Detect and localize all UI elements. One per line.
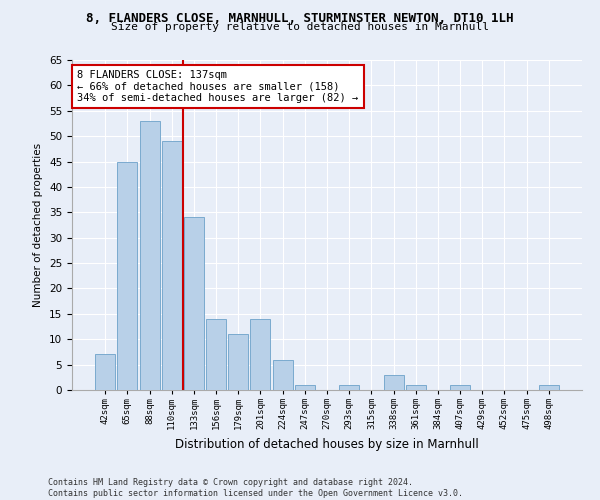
Bar <box>406 385 426 390</box>
Bar <box>272 360 293 390</box>
Bar <box>140 121 160 390</box>
Bar <box>250 319 271 390</box>
Bar <box>184 218 204 390</box>
Bar <box>206 319 226 390</box>
Bar <box>450 385 470 390</box>
Bar <box>162 141 182 390</box>
X-axis label: Distribution of detached houses by size in Marnhull: Distribution of detached houses by size … <box>175 438 479 450</box>
Bar <box>295 385 315 390</box>
Bar <box>383 375 404 390</box>
Bar <box>118 162 137 390</box>
Y-axis label: Number of detached properties: Number of detached properties <box>34 143 43 307</box>
Bar <box>539 385 559 390</box>
Bar <box>339 385 359 390</box>
Bar <box>95 354 115 390</box>
Text: 8 FLANDERS CLOSE: 137sqm
← 66% of detached houses are smaller (158)
34% of semi-: 8 FLANDERS CLOSE: 137sqm ← 66% of detach… <box>77 70 358 103</box>
Text: 8, FLANDERS CLOSE, MARNHULL, STURMINSTER NEWTON, DT10 1LH: 8, FLANDERS CLOSE, MARNHULL, STURMINSTER… <box>86 12 514 26</box>
Text: Contains HM Land Registry data © Crown copyright and database right 2024.
Contai: Contains HM Land Registry data © Crown c… <box>48 478 463 498</box>
Bar <box>228 334 248 390</box>
Text: Size of property relative to detached houses in Marnhull: Size of property relative to detached ho… <box>111 22 489 32</box>
